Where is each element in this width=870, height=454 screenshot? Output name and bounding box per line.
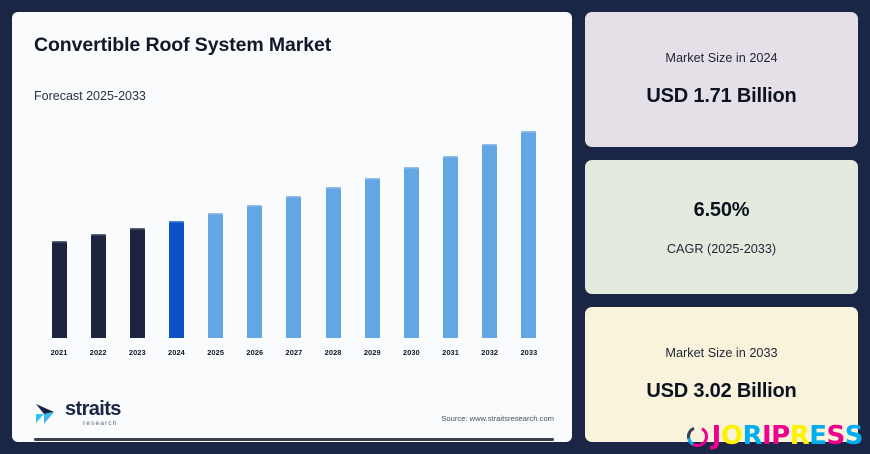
stat-card-value: USD 1.71 Billion <box>646 84 797 107</box>
bar-slot <box>197 112 235 338</box>
page-title: Convertible Roof System Market <box>34 34 332 56</box>
x-axis-label-2028: 2028 <box>324 348 342 357</box>
bar-2029 <box>364 177 380 338</box>
x-axis-label-2032: 2032 <box>481 348 499 357</box>
x-axis-label-2030: 2030 <box>402 348 420 357</box>
x-axis-label-2026: 2026 <box>246 348 264 357</box>
x-axis-label-2031: 2031 <box>442 348 459 357</box>
x-axis-line <box>34 438 554 441</box>
bar-series <box>34 112 554 338</box>
watermark-letter: S <box>844 421 864 451</box>
bar-2021 <box>51 240 67 338</box>
bar-slot <box>314 112 352 338</box>
bar-slot <box>236 112 274 338</box>
bar-slot <box>118 112 156 338</box>
bar-2025 <box>208 213 224 338</box>
stat-card-2: 6.50% CAGR (2025-2033) <box>585 159 858 295</box>
bar-2033 <box>521 131 537 338</box>
bar-2024 <box>168 220 184 338</box>
stat-card-label: Market Size in 2024 <box>665 50 778 65</box>
bar-2030 <box>403 167 419 338</box>
x-axis-tick-labels: 2021 2022 2023 2024 2025 2026 2027 2028 2029 2030… <box>34 348 554 357</box>
x-axis-label-2024: 2024 <box>168 348 185 357</box>
x-axis-label-2033: 2033 <box>520 348 538 357</box>
bar-2032 <box>482 144 498 338</box>
watermark-letter: I <box>761 421 772 451</box>
bar-2022 <box>90 233 106 338</box>
bar-slot <box>392 112 430 338</box>
watermark-letter: O <box>720 421 743 451</box>
stat-card-3: Market Size in 2033 USD 3.02 Billion <box>585 307 858 443</box>
joripress-ring-icon <box>686 425 708 447</box>
watermark-letter: R <box>742 421 762 451</box>
bar-2027 <box>286 196 302 338</box>
bar-slot <box>471 112 509 338</box>
stat-card-list: Market Size in 2024 USD 1.71 Billion 6.50%… <box>585 12 858 443</box>
watermark-letter: R <box>789 421 810 451</box>
x-axis-label-2021: 2021 <box>50 348 68 357</box>
stat-card-value: 6.50% <box>693 198 750 221</box>
stat-card-label: CAGR (2025-2033) <box>666 241 777 256</box>
bar-slot <box>432 112 470 338</box>
x-axis-label-2027: 2027 <box>285 348 303 357</box>
straits-logo-text: straits research <box>65 399 121 428</box>
straits-research-logo: straits research <box>34 399 121 428</box>
x-axis-label-2029: 2029 <box>363 348 381 357</box>
chart-footer: straits research Source: www.straitsrese… <box>34 399 554 428</box>
x-axis-label-2022: 2022 <box>89 348 107 357</box>
bar-chart-plot <box>34 112 554 441</box>
logo-name: straits <box>65 398 121 421</box>
bar-slot <box>79 112 117 338</box>
bar-slot <box>353 112 391 338</box>
bar-slot <box>510 112 548 338</box>
bar-slot <box>40 112 78 338</box>
bar-slot <box>157 112 195 338</box>
source-attribution: Source: www.straitsresearch.com <box>441 414 554 423</box>
watermark-letter: E <box>809 421 827 451</box>
bar-2028 <box>325 187 341 338</box>
stat-card-value: USD 3.02 Billion <box>646 380 797 403</box>
watermark-letter: P <box>771 421 790 451</box>
watermark-letter: S <box>826 421 846 451</box>
bar-slot <box>275 112 313 338</box>
chart-panel: Convertible Roof System Market Forecast … <box>12 12 572 442</box>
watermark-letter: J <box>711 421 722 451</box>
logo-tagline: research <box>83 420 118 428</box>
bar-2026 <box>247 205 263 338</box>
bar-2031 <box>443 155 459 338</box>
straits-arrow-icon <box>36 403 54 424</box>
stat-card-1: Market Size in 2024 USD 1.71 Billion <box>585 12 858 147</box>
x-axis-label-2023: 2023 <box>128 348 146 357</box>
bar-2023 <box>129 227 145 338</box>
forecast-subtitle: Forecast 2025-2033 <box>34 89 146 103</box>
x-axis-label-2025: 2025 <box>207 348 225 357</box>
stat-card-label: Market Size in 2033 <box>665 346 778 361</box>
